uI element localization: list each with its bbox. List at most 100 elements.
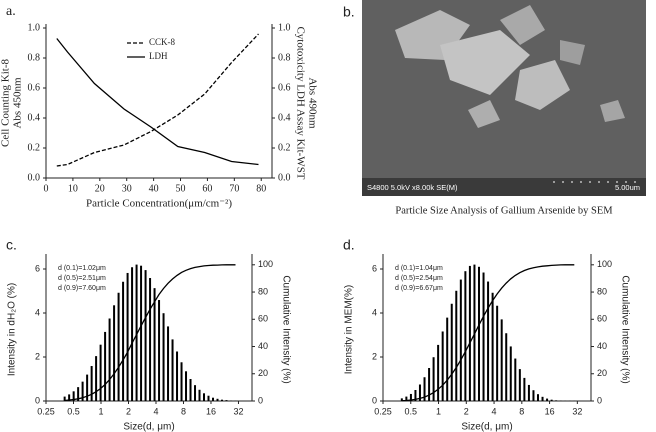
bar [418,384,421,401]
bar [162,313,165,401]
info-bar [362,178,646,196]
bar [500,319,503,401]
bar [113,305,116,401]
y-tick-label: 2 [35,351,40,361]
x-tick-label: 50 [176,183,186,194]
x-tick-label: 32 [572,406,582,416]
x-tick-label: 32 [233,406,243,416]
y-axis-label: Abs 450nm [12,77,24,128]
y-tick-label: 0.8 [28,52,41,63]
particle [440,30,530,95]
bar [536,394,539,401]
y-tick-label: 4 [35,307,40,317]
y2-tick-label: 0.4 [278,112,291,123]
bar [482,272,485,401]
x-tick-label: 1 [436,406,441,416]
y2-tick-label: 0.0 [278,172,291,183]
bar [180,362,183,401]
y-tick-label: 0.2 [28,142,41,153]
bar [450,303,453,401]
bar [428,368,431,401]
bar [496,305,499,401]
bar [555,400,558,401]
bar [95,356,98,401]
data-line [56,33,259,167]
annotation: d (0.9)=6.67μm [395,285,443,292]
bar [207,395,210,401]
y2-tick-label: 100 [597,259,612,269]
y-tick-label: 0.6 [28,82,41,93]
scale-label: 5.00um [615,183,640,192]
particle [560,40,585,65]
y2-tick-label: 20 [258,368,268,378]
y-tick-label: 0.4 [28,112,41,123]
bar [541,396,544,401]
x-tick-label: 70 [229,183,239,194]
x-tick-label: 16 [206,406,216,416]
bar [167,326,170,401]
x-tick-label: 0.25 [37,406,55,416]
y2-tick-label: 40 [597,341,607,351]
particle [500,5,545,45]
bar [194,385,197,401]
bar [523,377,526,401]
x-tick-label: 8 [181,406,186,416]
bar [446,317,449,401]
bar [514,358,517,401]
x-tick-label: 20 [95,183,105,194]
y2-tick-label: 20 [597,368,607,378]
bar [140,265,143,401]
panel-label: c. [6,237,17,253]
bar [409,393,412,401]
x-tick-label: 80 [256,183,266,194]
y2-tick-label: 0.6 [278,82,291,93]
chart-panel: a. 0 10 20 30 40 50 60 70 80 0.0 0.2 0.4 0.6 0.8 1.0 0.0… [0,4,318,209]
y2-axis-label: Abs 490nm [306,77,318,128]
panel-label: d. [343,237,355,253]
legend-label: CCK-8 [149,37,176,47]
x-axis-label: Size(d, μm) [123,422,174,432]
y-axis-label: Intensity in MEM(%) [344,285,355,374]
bar [104,331,107,401]
bar [487,281,490,401]
bar [400,398,403,401]
sem-image: S4800 5.0kV x8.00k SE(M) 5.00um [362,0,646,196]
bar [423,377,426,401]
bar [117,292,120,401]
bar [149,278,152,401]
y2-tick-label: 0 [597,395,602,405]
bar [405,396,408,401]
y-tick-label: 0 [35,395,40,405]
bar [532,390,535,401]
bar [518,369,521,401]
y2-axis-label: Cumulative Intensity (%) [280,275,291,383]
bar [99,344,102,401]
y-tick-label: 0 [372,395,377,405]
bar [505,333,508,401]
y-axis-label: Cell Counting Kit-8 [0,59,12,148]
x-tick-label: 1 [98,406,103,416]
x-tick-label: 2 [464,406,469,416]
annotation: d (0.5)=2.51μm [58,275,106,282]
bar [77,387,80,401]
bar [86,374,89,401]
bar [189,379,192,401]
bar [459,279,462,401]
bar [126,272,129,401]
bar [81,381,84,401]
bar [131,267,134,401]
bar [509,346,512,401]
chart-panel: d.0.25 0.5 1 2 4 8 16 320246020406080100Size(d,… [343,237,630,432]
y2-tick-label: 40 [258,341,268,351]
bar [527,384,530,401]
y2-tick-label: 0.8 [278,52,291,63]
bar [198,389,201,401]
bar [108,318,111,401]
y2-tick-label: 0.2 [278,142,291,153]
bar [491,292,494,401]
bar [212,397,215,401]
bar [414,390,417,401]
annotation: d (0.1)=1.02μm [58,265,106,272]
panel-label: a. [6,4,16,19]
